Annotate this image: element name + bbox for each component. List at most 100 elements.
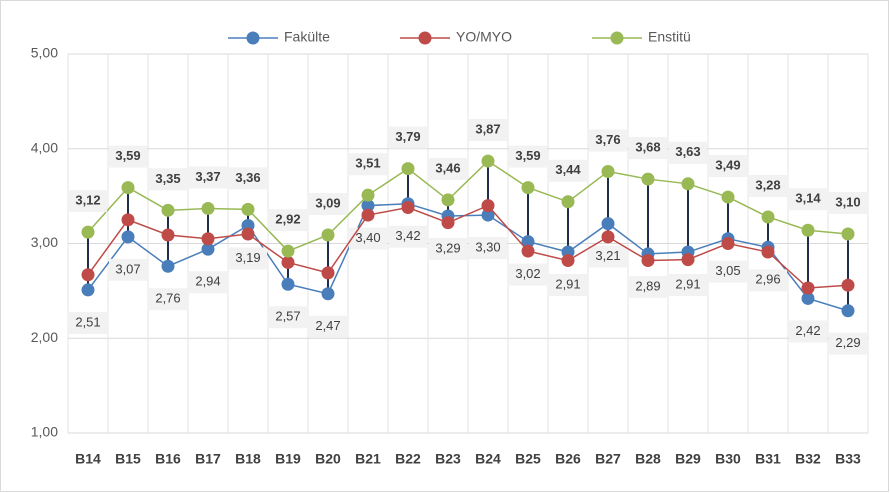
legend-marker bbox=[246, 31, 260, 45]
data-label: 2,29 bbox=[835, 335, 860, 350]
point bbox=[801, 291, 815, 305]
point bbox=[121, 213, 135, 227]
point bbox=[721, 190, 735, 204]
y-tick-label: 5,00 bbox=[31, 45, 58, 61]
point bbox=[561, 254, 575, 268]
x-tick-label: B27 bbox=[595, 451, 621, 467]
point bbox=[601, 164, 615, 178]
data-label: 3,42 bbox=[395, 228, 420, 243]
point bbox=[161, 259, 175, 273]
data-label: 3,44 bbox=[555, 162, 581, 177]
x-tick-label: B19 bbox=[275, 451, 301, 467]
point bbox=[241, 202, 255, 216]
data-label: 2,92 bbox=[275, 212, 300, 227]
label-box bbox=[789, 320, 827, 343]
data-label: 3,12 bbox=[75, 193, 100, 208]
point bbox=[81, 283, 95, 297]
y-tick-label: 3,00 bbox=[31, 234, 58, 250]
point bbox=[521, 235, 535, 249]
point bbox=[801, 223, 815, 237]
x-tick-label: B22 bbox=[395, 451, 421, 467]
label-box bbox=[69, 190, 107, 213]
data-label: 3,10 bbox=[835, 194, 860, 209]
point bbox=[401, 200, 415, 214]
point bbox=[561, 195, 575, 209]
data-label: 3,79 bbox=[395, 129, 420, 144]
point bbox=[481, 199, 495, 213]
x-tick-label: B14 bbox=[75, 451, 101, 467]
point bbox=[481, 208, 495, 222]
label-box bbox=[629, 275, 667, 298]
data-label: 3,21 bbox=[595, 248, 620, 263]
label-box bbox=[509, 145, 547, 168]
point bbox=[241, 227, 255, 241]
point bbox=[681, 177, 695, 191]
legend-label: Fakülte bbox=[284, 29, 330, 45]
point bbox=[761, 245, 775, 259]
label-box bbox=[549, 274, 587, 297]
point bbox=[321, 266, 335, 280]
data-label: 3,68 bbox=[635, 140, 660, 155]
label-box bbox=[509, 263, 547, 286]
label-box bbox=[789, 188, 827, 211]
label-box bbox=[549, 159, 587, 182]
label-box bbox=[749, 269, 787, 292]
x-tick-label: B23 bbox=[435, 451, 461, 467]
data-label: 2,51 bbox=[75, 314, 100, 329]
label-box bbox=[309, 315, 347, 338]
data-label: 3,59 bbox=[515, 148, 540, 163]
data-label: 3,51 bbox=[355, 156, 380, 171]
data-label: 3,05 bbox=[715, 263, 740, 278]
label-box bbox=[69, 311, 107, 334]
label-box bbox=[469, 119, 507, 142]
point bbox=[481, 154, 495, 168]
data-label: 3,02 bbox=[515, 266, 540, 281]
point bbox=[521, 181, 535, 195]
data-label: 3,09 bbox=[315, 195, 340, 210]
x-tick-label: B31 bbox=[755, 451, 781, 467]
point bbox=[761, 210, 775, 224]
x-tick-label: B25 bbox=[515, 451, 541, 467]
legend-marker bbox=[418, 31, 432, 45]
point bbox=[321, 228, 335, 242]
label-box bbox=[669, 274, 707, 297]
data-label: 3,30 bbox=[475, 240, 500, 255]
data-label: 3,29 bbox=[435, 240, 460, 255]
data-label: 2,91 bbox=[555, 276, 580, 291]
point bbox=[841, 227, 855, 241]
point bbox=[601, 230, 615, 244]
label-box bbox=[349, 227, 387, 250]
data-label: 3,19 bbox=[235, 250, 260, 265]
label-box bbox=[189, 166, 227, 189]
label-box bbox=[589, 129, 627, 152]
legend-label: Enstitü bbox=[648, 29, 691, 45]
label-box bbox=[109, 145, 147, 168]
point bbox=[361, 208, 375, 222]
point bbox=[161, 203, 175, 217]
y-tick-label: 1,00 bbox=[31, 424, 58, 440]
data-label: 2,76 bbox=[155, 291, 180, 306]
legend-label: YO/MYO bbox=[456, 29, 512, 45]
point bbox=[841, 304, 855, 318]
x-tick-label: B15 bbox=[115, 451, 141, 467]
x-tick-label: B24 bbox=[475, 451, 501, 467]
point bbox=[441, 193, 455, 207]
label-box bbox=[829, 332, 867, 355]
point bbox=[201, 232, 215, 246]
data-label: 3,76 bbox=[595, 132, 620, 147]
label-box bbox=[229, 247, 267, 270]
x-tick-label: B29 bbox=[675, 451, 701, 467]
label-box bbox=[589, 245, 627, 268]
label-box bbox=[389, 225, 427, 248]
label-box bbox=[149, 168, 187, 191]
series-line bbox=[87, 202, 849, 312]
data-label: 3,37 bbox=[195, 169, 220, 184]
data-label: 2,89 bbox=[635, 278, 660, 293]
point bbox=[161, 228, 175, 242]
data-label: 2,94 bbox=[195, 274, 220, 289]
legend-marker bbox=[610, 31, 624, 45]
data-label: 3,36 bbox=[235, 170, 260, 185]
data-label: 3,28 bbox=[755, 177, 780, 192]
data-label: 3,59 bbox=[115, 148, 140, 163]
